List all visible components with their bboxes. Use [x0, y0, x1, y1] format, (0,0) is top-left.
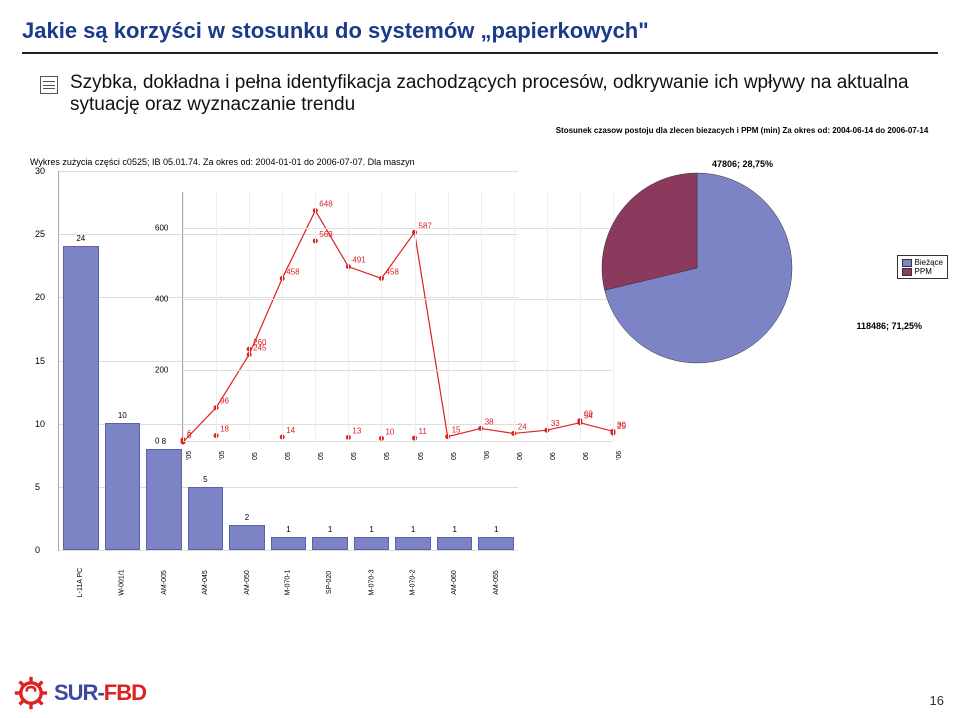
bar-x-label: M-070-1 — [285, 569, 292, 595]
bar-rect — [395, 537, 431, 550]
bar-col: 1SP-020 — [312, 537, 348, 550]
bar-col: 24L-11A PC — [63, 246, 99, 550]
pie-svg — [582, 153, 812, 383]
bar-col: 1M-070-2 — [395, 537, 431, 550]
bar-value-label: 1 — [452, 525, 456, 534]
bar-value-label: 1 — [494, 525, 498, 534]
bar-value-label: 1 — [369, 525, 373, 534]
legend-swatch-1 — [902, 268, 912, 276]
svg-text:14: 14 — [286, 426, 295, 435]
bar-x-label: AM-050 — [243, 570, 250, 595]
bar-rect — [271, 537, 307, 550]
pie-slice-label-0: 118486; 71,25% — [856, 321, 922, 331]
svg-text:10: 10 — [385, 427, 394, 436]
brand-logo: SUR-FBD — [14, 676, 146, 710]
bar-x-label: AM-045 — [202, 570, 209, 595]
bar-rect — [188, 487, 224, 550]
doc-bullet-icon — [40, 76, 58, 94]
svg-text:458: 458 — [286, 267, 300, 276]
bar-value-label: 1 — [286, 525, 290, 534]
svg-text:648: 648 — [319, 200, 333, 209]
svg-text:491: 491 — [352, 256, 366, 265]
pie-chart: Stosunek czasow postoju dla zlecen bieza… — [532, 126, 952, 446]
svg-text:15: 15 — [452, 426, 461, 435]
legend-row-0: Bieżące — [902, 258, 943, 267]
svg-text:38: 38 — [485, 417, 494, 426]
svg-text:13: 13 — [352, 426, 361, 435]
gear-icon — [14, 676, 48, 710]
bar-col: 1M-070-3 — [354, 537, 390, 550]
pie-legend: Bieżące PPM — [897, 255, 948, 279]
bar-value-label: 24 — [76, 234, 85, 243]
bar-x-label: L-11A PC — [77, 568, 84, 597]
bar-x-label: AM-055 — [493, 570, 500, 595]
logo-part1: SUR- — [54, 680, 104, 705]
bar-col: 1AM-055 — [478, 537, 514, 550]
bar-x-label: M-070-2 — [410, 569, 417, 595]
bar-rect — [437, 537, 473, 550]
page-number: 16 — [930, 693, 944, 708]
pie-chart-title: Stosunek czasow postoju dla zlecen bieza… — [532, 126, 952, 135]
legend-row-1: PPM — [902, 267, 943, 276]
bar-rect — [105, 423, 141, 550]
svg-text:587: 587 — [419, 221, 433, 230]
bar-x-label: SP-020 — [327, 571, 334, 594]
logo-part2: FBD — [104, 680, 146, 705]
legend-swatch-0 — [902, 259, 912, 267]
svg-text:458: 458 — [385, 267, 399, 276]
bullet-item: Szybka, dokładna i pełna identyfikacja z… — [0, 54, 960, 122]
bar-value-label: 1 — [328, 525, 332, 534]
bar-rect — [354, 537, 390, 550]
bar-col: 5AM-045 — [188, 487, 224, 550]
bar-col: 2AM-050 — [229, 525, 265, 550]
bar-rect — [478, 537, 514, 550]
bar-value-label: 1 — [411, 525, 415, 534]
svg-text:260: 260 — [253, 338, 267, 347]
bar-rect — [312, 537, 348, 550]
legend-label-1: PPM — [915, 267, 932, 276]
svg-text:24: 24 — [518, 422, 527, 431]
bar-x-label: AM-060 — [451, 570, 458, 595]
pie-body: 47806; 28,75% 118486; 71,25% Bieżące PPM — [532, 135, 952, 415]
bar-x-label: W-001/1 — [119, 569, 126, 595]
legend-label-0: Bieżące — [915, 258, 943, 267]
bar-rect — [229, 525, 265, 550]
bullet-text: Szybka, dokładna i pełna identyfikacja z… — [70, 72, 920, 116]
bar-value-label: 2 — [245, 513, 249, 522]
bar-rect — [63, 246, 99, 550]
bar-chart-title: Wykres zużycia części c0525; IB 05.01.74… — [30, 157, 550, 167]
bar-col: 1M-070-1 — [271, 537, 307, 550]
page-title: Jakie są korzyści w stosunku do systemów… — [0, 0, 960, 52]
bar-x-label: M-070-3 — [368, 569, 375, 595]
logo-text: SUR-FBD — [54, 680, 146, 706]
svg-text:96: 96 — [220, 397, 229, 406]
pie-slice-label-1: 47806; 28,75% — [712, 159, 773, 169]
svg-text:563: 563 — [319, 230, 333, 239]
svg-text:6: 6 — [187, 429, 192, 438]
bar-value-label: 10 — [118, 411, 127, 420]
charts-area: Wykres zużycia części c0525; IB 05.01.74… — [0, 132, 960, 612]
svg-text:11: 11 — [419, 427, 428, 436]
svg-text:18: 18 — [220, 425, 229, 434]
bar-col: 10W-001/1 — [105, 423, 141, 550]
bar-col: 1AM-060 — [437, 537, 473, 550]
bar-x-label: AM-005 — [160, 570, 167, 595]
